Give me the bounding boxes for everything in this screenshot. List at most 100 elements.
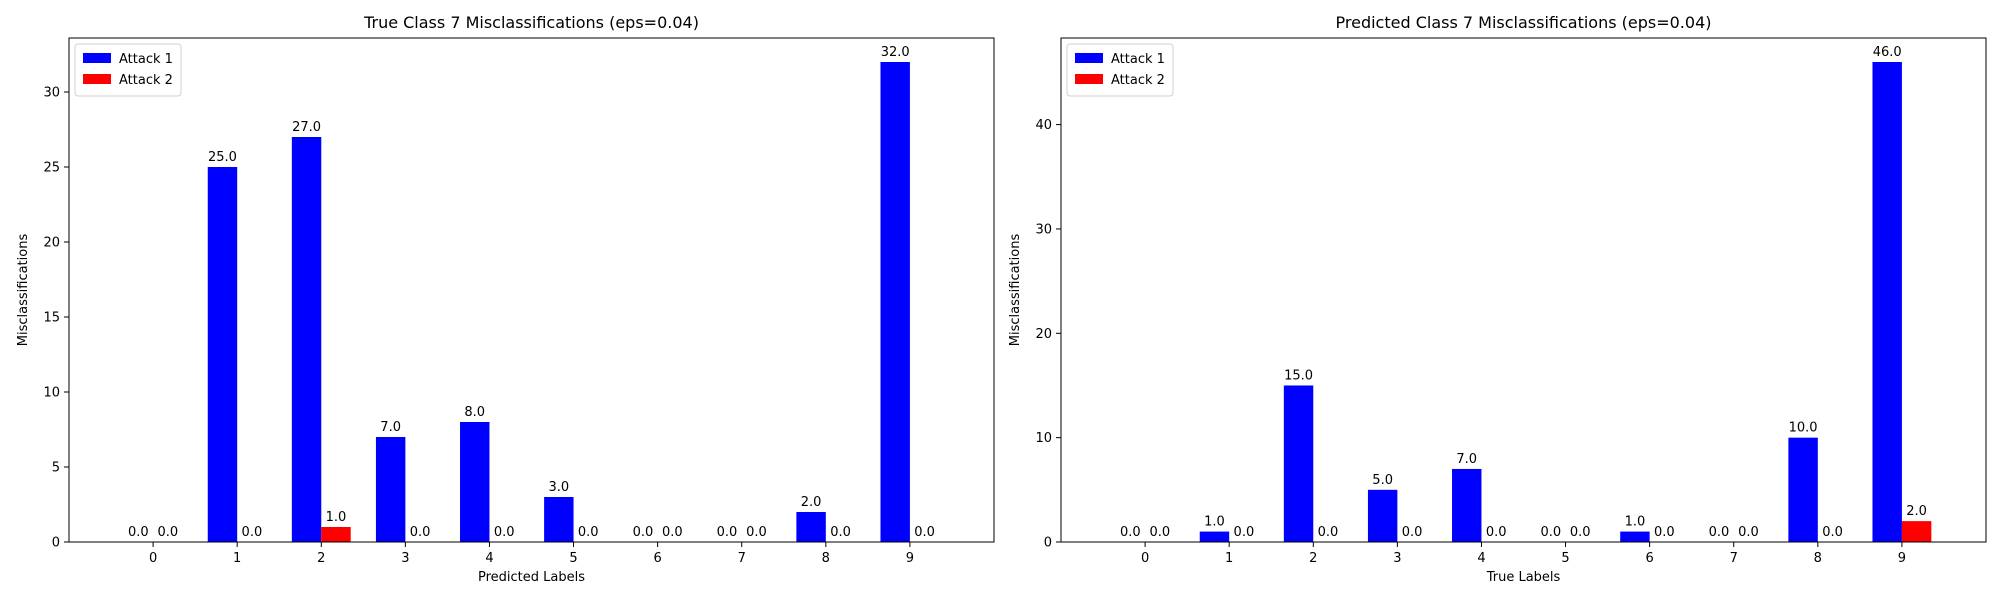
x-tick-label: 0 bbox=[149, 551, 157, 566]
x-tick-label: 5 bbox=[569, 551, 577, 566]
legend: Attack 1 Attack 2 bbox=[74, 43, 182, 97]
bar-value-label: 2.0 bbox=[801, 495, 822, 510]
x-tick-label: 6 bbox=[1645, 551, 1653, 566]
bar-value-label: 25.0 bbox=[208, 150, 237, 165]
bar-value-label: 1.0 bbox=[1204, 515, 1225, 530]
data-labels: 0.0 25.0 27.0 7.0 8.0 3.0 0.0 0.0 2.0 32.0 0.0 0.0 1… bbox=[128, 45, 935, 540]
bar-value-label: 0.0 bbox=[1709, 525, 1730, 540]
y-tick-label: 15 bbox=[43, 311, 60, 326]
bar-value-label: 0.0 bbox=[746, 525, 767, 540]
bar-value-label: 8.0 bbox=[464, 405, 485, 420]
bar-value-label: 46.0 bbox=[1873, 45, 1902, 60]
y-tick-label: 30 bbox=[43, 86, 60, 101]
x-axis-label: True Labels bbox=[1486, 570, 1561, 585]
bar bbox=[796, 512, 826, 542]
legend-swatch-attack-1 bbox=[1075, 53, 1103, 63]
x-tick-label: 8 bbox=[1814, 551, 1822, 566]
legend-swatch-attack-1 bbox=[83, 53, 111, 63]
bar-value-label: 0.0 bbox=[1318, 525, 1339, 540]
x-tick-label: 9 bbox=[906, 551, 914, 566]
bar-value-label: 0.0 bbox=[1540, 525, 1561, 540]
x-tick-label: 0 bbox=[1141, 551, 1149, 566]
y-tick-label: 0 bbox=[52, 536, 60, 551]
x-tick-label: 3 bbox=[1393, 551, 1401, 566]
x-tick-label: 2 bbox=[317, 551, 325, 566]
legend-label-attack-2: Attack 2 bbox=[1111, 73, 1165, 88]
chart-predicted-class-7: 0.01.015.05.07.00.01.00.010.046.00.0 0.0 0… bbox=[1008, 13, 1987, 585]
bar-value-label: 0.0 bbox=[242, 525, 263, 540]
bar bbox=[1788, 437, 1818, 542]
bar-value-label: 15.0 bbox=[1284, 368, 1313, 383]
bar bbox=[291, 137, 322, 542]
x-tick-label: 9 bbox=[1898, 551, 1906, 566]
legend-label-attack-1: Attack 1 bbox=[119, 52, 173, 67]
bar-value-label: 0.0 bbox=[1822, 525, 1843, 540]
bar bbox=[375, 437, 406, 542]
bar-value-label: 0.0 bbox=[717, 525, 738, 540]
y-tick-label: 20 bbox=[43, 236, 60, 251]
x-tick-label: 4 bbox=[1477, 551, 1485, 566]
bar bbox=[460, 422, 490, 542]
bar-value-label: 2.0 bbox=[1906, 504, 1927, 519]
bar bbox=[544, 497, 574, 542]
x-tick-label: 1 bbox=[1225, 551, 1233, 566]
bar-value-label: 0.0 bbox=[494, 525, 515, 540]
legend-swatch-attack-2 bbox=[83, 74, 111, 84]
x-tick-label: 6 bbox=[653, 551, 661, 566]
bar bbox=[1199, 531, 1230, 542]
x-axis-label: Predicted Labels bbox=[478, 570, 585, 585]
bar-value-label: 1.0 bbox=[326, 510, 347, 525]
bar bbox=[1872, 62, 1902, 542]
bar bbox=[880, 62, 910, 542]
bar-value-label: 7.0 bbox=[380, 420, 401, 435]
bar-value-label: 0.0 bbox=[1738, 525, 1759, 540]
x-tick-label: 8 bbox=[822, 551, 830, 566]
bar bbox=[1620, 531, 1650, 542]
bar-value-label: 0.0 bbox=[578, 525, 599, 540]
bar-value-label: 7.0 bbox=[1456, 452, 1477, 467]
legend-swatch-attack-2 bbox=[1075, 74, 1103, 84]
bar-value-label: 1.0 bbox=[1625, 515, 1646, 530]
legend-label-attack-2: Attack 2 bbox=[119, 73, 173, 88]
bar-value-label: 0.0 bbox=[1486, 525, 1507, 540]
bar bbox=[1367, 489, 1398, 542]
chart-title: True Class 7 Misclassifications (eps=0.0… bbox=[363, 13, 699, 32]
x-tick-label: 4 bbox=[485, 551, 493, 566]
bar-value-label: 0.0 bbox=[1149, 525, 1170, 540]
bar-value-label: 0.0 bbox=[830, 525, 851, 540]
bar bbox=[321, 527, 351, 542]
y-tick-label: 10 bbox=[43, 386, 60, 401]
x-tick-label: 7 bbox=[738, 551, 746, 566]
bar-value-label: 5.0 bbox=[1372, 473, 1393, 488]
plot-frame bbox=[68, 37, 995, 543]
bar-value-label: 27.0 bbox=[292, 120, 321, 135]
y-tick-label: 25 bbox=[43, 161, 60, 176]
y-tick-label: 0 bbox=[1044, 536, 1052, 551]
x-tick-label: 1 bbox=[233, 551, 241, 566]
bars bbox=[1199, 62, 1932, 542]
y-axis-label: Misclassifications bbox=[1008, 234, 1023, 347]
x-tick-label: 5 bbox=[1561, 551, 1569, 566]
bar bbox=[1901, 521, 1932, 542]
x-tick-label: 2 bbox=[1309, 551, 1317, 566]
bar-value-label: 0.0 bbox=[1234, 525, 1255, 540]
y-tick-label: 10 bbox=[1035, 431, 1052, 446]
bars bbox=[207, 62, 910, 542]
bar bbox=[207, 167, 238, 542]
data-labels: 0.0 1.0 15.0 5.0 7.0 0.0 1.0 0.0 10.0 46.0 0.0 0.0 0… bbox=[1120, 45, 1927, 540]
legend: Attack 1 Attack 2 bbox=[1066, 43, 1174, 97]
bar-value-label: 0.0 bbox=[633, 525, 654, 540]
bar bbox=[1452, 468, 1482, 542]
x-tick-label: 3 bbox=[401, 551, 409, 566]
bar-value-label: 32.0 bbox=[881, 45, 910, 60]
bar-value-label: 0.0 bbox=[128, 525, 149, 540]
y-tick-label: 5 bbox=[52, 461, 60, 476]
bar-value-label: 3.0 bbox=[548, 480, 569, 495]
bar-value-label: 10.0 bbox=[1789, 421, 1818, 436]
legend-label-attack-1: Attack 1 bbox=[1111, 52, 1165, 67]
y-tick-label: 40 bbox=[1035, 118, 1052, 133]
bar-value-label: 0.0 bbox=[662, 525, 683, 540]
bar-value-label: 0.0 bbox=[1120, 525, 1141, 540]
